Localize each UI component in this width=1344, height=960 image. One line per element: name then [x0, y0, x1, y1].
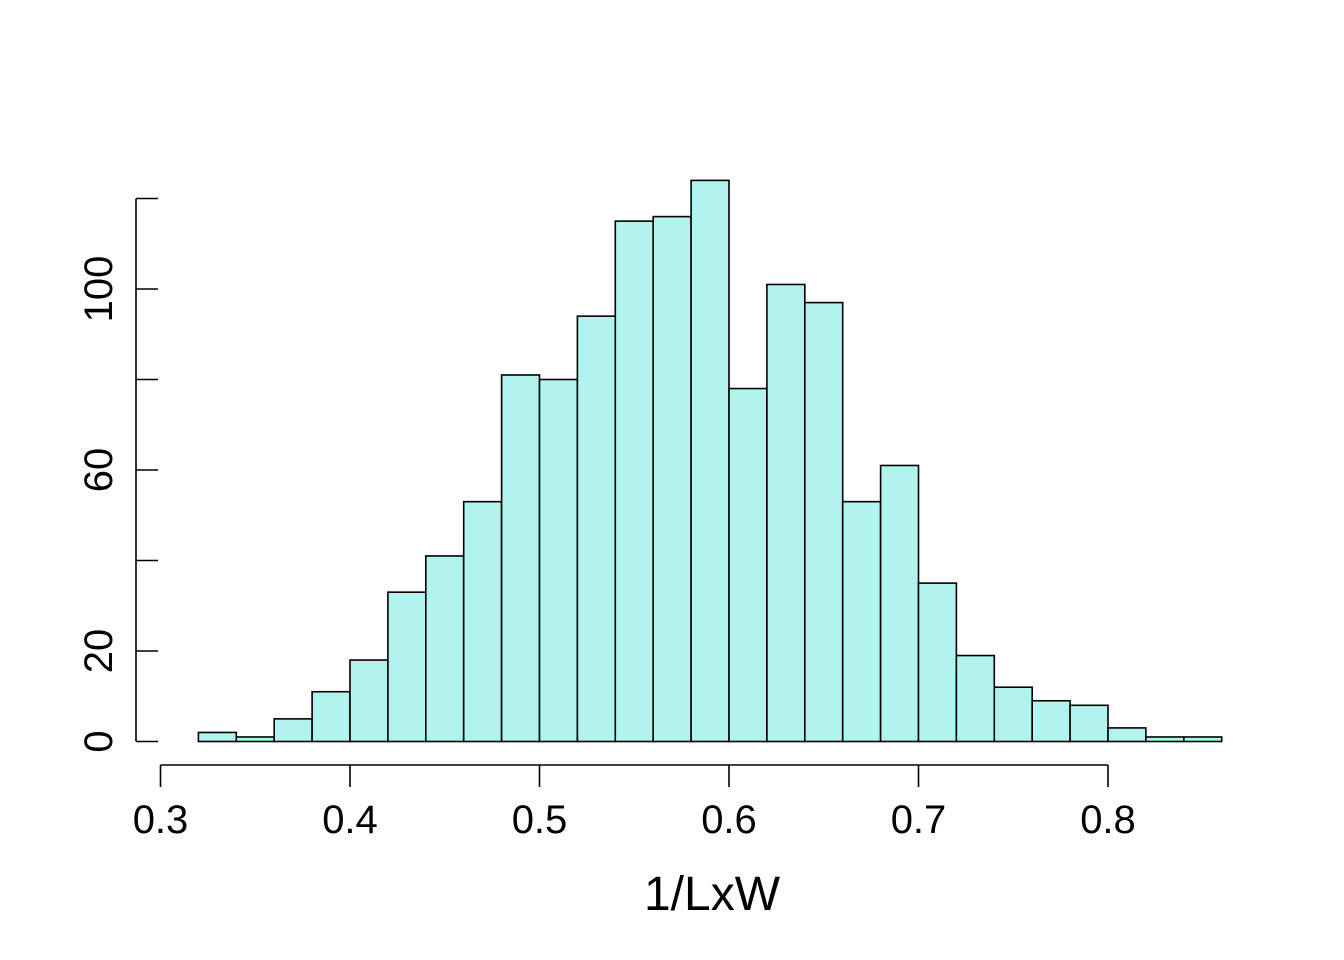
histogram-bar [879, 464, 920, 743]
histogram-bar [955, 654, 996, 743]
x-tick-label: 0.4 [322, 798, 378, 842]
x-axis-title: 1/LxW [644, 868, 781, 921]
x-tick-label: 0.6 [701, 798, 757, 842]
x-tick-label: 0.3 [133, 798, 189, 842]
histogram-bar [917, 582, 958, 743]
histogram-bar [462, 500, 503, 743]
y-tick-label: 20 [77, 629, 121, 674]
x-tick-label: 0.7 [891, 798, 947, 842]
histogram-bar [690, 179, 730, 743]
histogram-bar [311, 690, 351, 743]
histogram-bar [803, 301, 844, 743]
histogram-bar [993, 686, 1033, 743]
histogram-bar [841, 500, 882, 743]
histogram-bar [1145, 736, 1185, 743]
histogram-bar [273, 718, 313, 743]
histogram-bar [576, 315, 617, 743]
histogram-bar [1069, 704, 1109, 743]
histogram-bar [728, 387, 768, 743]
histogram-bar [652, 215, 692, 743]
histogram-bar [614, 220, 654, 743]
histogram-bar [500, 374, 541, 743]
histogram-bar [766, 283, 806, 743]
histogram-bar [1183, 736, 1223, 743]
histogram-bars [197, 179, 1223, 743]
histogram-bar [235, 736, 276, 743]
x-tick-label: 0.5 [512, 798, 568, 842]
histogram-bar [387, 591, 427, 743]
histogram-bar [538, 378, 579, 743]
histogram-bar [349, 659, 389, 743]
histogram-bar [424, 555, 465, 743]
y-tick-label: 0 [77, 730, 121, 752]
y-axis: 0 20 60 100 [77, 197, 158, 753]
y-tick-label: 100 [77, 256, 121, 323]
histogram-bar [1107, 727, 1147, 743]
histogram-bar [197, 731, 238, 743]
x-axis: 0.3 0.4 0.5 0.6 0.7 0.8 [133, 764, 1136, 842]
x-tick-label: 0.8 [1080, 798, 1136, 842]
y-tick-label: 60 [77, 448, 121, 493]
histogram-bar [1031, 699, 1071, 743]
